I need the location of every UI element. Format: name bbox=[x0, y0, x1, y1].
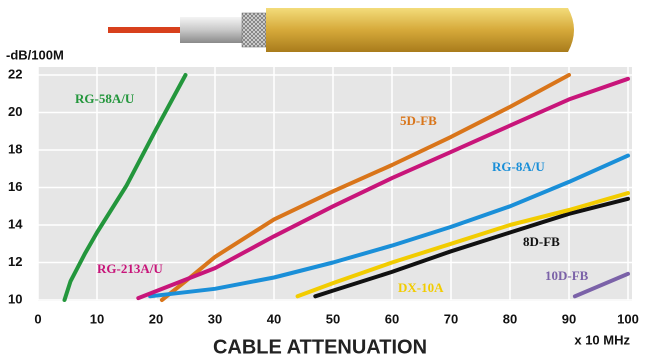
series-label: 10D-FB bbox=[545, 268, 589, 283]
x-tick-label: 60 bbox=[385, 311, 399, 326]
x-axis-label: x 10 MHz bbox=[574, 332, 630, 347]
series-label: DX-10A bbox=[398, 280, 444, 295]
series-label: RG-213A/U bbox=[97, 261, 163, 276]
series-line bbox=[313, 196, 630, 299]
series-label: RG-58A/U bbox=[75, 91, 135, 106]
x-tick-label: 80 bbox=[503, 311, 517, 326]
y-tick-label: 20 bbox=[8, 104, 22, 119]
series-label: RG-8A/U bbox=[492, 159, 545, 174]
x-tick-label: 0 bbox=[34, 311, 41, 326]
x-tick-label: 40 bbox=[267, 311, 281, 326]
cable-illustration bbox=[108, 8, 574, 52]
series-line bbox=[136, 76, 630, 301]
y-tick-label: 10 bbox=[8, 291, 22, 306]
x-tick-label: 100 bbox=[617, 311, 639, 326]
x-tick-label: 30 bbox=[208, 311, 222, 326]
series-label: 8D-FB bbox=[523, 234, 560, 249]
series-line bbox=[295, 191, 630, 299]
chart-title: CABLE ATTENUATION bbox=[213, 336, 427, 358]
y-tick-label: 16 bbox=[8, 179, 22, 194]
y-tick-label: 18 bbox=[8, 141, 22, 156]
plot-area: 10 12 14 16 18 20 22 0 10 20 30 40 50 60 70 80 90 100 RG-5… bbox=[8, 66, 639, 326]
x-tick-label: 90 bbox=[562, 311, 576, 326]
series-line bbox=[572, 271, 630, 299]
y-tick-label: 14 bbox=[8, 216, 23, 231]
series-line bbox=[62, 73, 188, 302]
series-label: 5D-FB bbox=[400, 113, 437, 128]
x-tick-label: 70 bbox=[444, 311, 458, 326]
x-tick-label: 10 bbox=[90, 311, 104, 326]
y-tick-label: 12 bbox=[8, 254, 22, 269]
series-line bbox=[159, 73, 571, 302]
x-tick-label: 20 bbox=[149, 311, 163, 326]
series-line bbox=[148, 153, 630, 299]
x-tick-label: 50 bbox=[326, 311, 340, 326]
y-tick-label: 22 bbox=[8, 66, 22, 81]
y-axis-label: -dB/100M bbox=[6, 47, 64, 62]
